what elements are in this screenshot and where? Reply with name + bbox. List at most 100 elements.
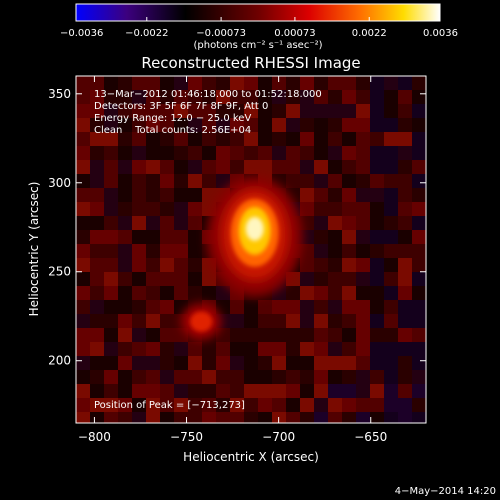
texture-cell — [272, 384, 286, 398]
texture-cell — [412, 384, 426, 398]
texture-cell — [300, 384, 314, 398]
texture-cell — [202, 132, 216, 146]
texture-cell — [370, 272, 384, 286]
texture-cell — [356, 398, 370, 412]
y-tick-label: 300 — [48, 176, 71, 190]
texture-cell — [314, 370, 328, 384]
texture-cell — [370, 230, 384, 244]
texture-cell — [160, 258, 174, 272]
texture-cell — [146, 202, 160, 216]
texture-cell — [384, 328, 398, 342]
texture-cell — [160, 132, 174, 146]
texture-cell — [146, 314, 160, 328]
texture-cell — [370, 370, 384, 384]
texture-cell — [244, 146, 258, 160]
annotation-clean-counts: Clean Total counts: 2.56E+04 — [94, 125, 251, 136]
texture-cell — [398, 174, 412, 188]
texture-cell — [104, 412, 118, 423]
texture-cell — [174, 202, 188, 216]
texture-cell — [370, 286, 384, 300]
texture-cell — [90, 76, 104, 90]
texture-cell — [174, 272, 188, 286]
texture-cell — [300, 314, 314, 328]
texture-cell — [90, 342, 104, 356]
texture-cell — [356, 230, 370, 244]
texture-cell — [258, 132, 272, 146]
texture-cell — [118, 356, 132, 370]
texture-cell — [90, 118, 104, 132]
x-tick-label: −700 — [262, 430, 295, 444]
texture-cell — [230, 356, 244, 370]
texture-cell — [104, 328, 118, 342]
texture-cell — [342, 272, 356, 286]
texture-cell — [76, 244, 90, 258]
texture-cell — [132, 188, 146, 202]
texture-cell — [132, 118, 146, 132]
texture-cell — [132, 90, 146, 104]
texture-cell — [314, 174, 328, 188]
texture-cell — [160, 90, 174, 104]
texture-cell — [370, 300, 384, 314]
texture-cell — [370, 398, 384, 412]
texture-cell — [384, 216, 398, 230]
texture-cell — [118, 328, 132, 342]
texture-cell — [132, 342, 146, 356]
texture-cell — [132, 244, 146, 258]
texture-cell — [230, 90, 244, 104]
colorbar — [75, 3, 441, 22]
texture-cell — [90, 328, 104, 342]
x-axis-ticks: −800 −750 −700 −650 — [78, 76, 387, 444]
texture-cell — [370, 412, 384, 423]
texture-cell — [76, 398, 90, 412]
texture-cell — [384, 118, 398, 132]
texture-cell — [328, 356, 342, 370]
texture-cell — [328, 202, 342, 216]
texture-cell — [342, 216, 356, 230]
texture-cell — [258, 356, 272, 370]
texture-cell — [258, 118, 272, 132]
texture-cell — [272, 356, 286, 370]
texture-cell — [188, 272, 202, 286]
texture-cell — [286, 384, 300, 398]
texture-cell — [384, 174, 398, 188]
texture-cell — [104, 132, 118, 146]
texture-cell — [118, 174, 132, 188]
texture-cell — [314, 356, 328, 370]
texture-cell — [146, 370, 160, 384]
texture-cell — [90, 90, 104, 104]
texture-cell — [300, 272, 314, 286]
texture-cell — [370, 258, 384, 272]
texture-cell — [132, 230, 146, 244]
texture-cell — [90, 286, 104, 300]
texture-cell — [160, 118, 174, 132]
footer-date: 4−May−2014 14:20 — [395, 486, 496, 497]
chart-title: Reconstructed RHESSI Image — [141, 54, 360, 72]
texture-cell — [76, 272, 90, 286]
texture-cell — [104, 300, 118, 314]
texture-cell — [328, 216, 342, 230]
texture-cell — [118, 90, 132, 104]
texture-cell — [328, 160, 342, 174]
texture-cell — [370, 202, 384, 216]
texture-cell — [384, 342, 398, 356]
texture-cell — [230, 132, 244, 146]
texture-cell — [160, 342, 174, 356]
texture-cell — [300, 104, 314, 118]
texture-cell — [356, 216, 370, 230]
plot-frame — [75, 75, 427, 424]
texture-cell — [328, 342, 342, 356]
texture-cell — [90, 244, 104, 258]
texture-cell — [160, 230, 174, 244]
main-source-core — [245, 216, 264, 241]
texture-cell — [314, 328, 328, 342]
texture-cell — [356, 412, 370, 423]
texture-cell — [202, 104, 216, 118]
texture-cell — [202, 412, 216, 423]
texture-cell — [90, 412, 104, 423]
texture-cell — [384, 300, 398, 314]
texture-cell — [272, 314, 286, 328]
texture-cell — [230, 76, 244, 90]
secondary-source-core — [190, 311, 213, 332]
texture-cell — [160, 286, 174, 300]
texture-cell — [300, 202, 314, 216]
